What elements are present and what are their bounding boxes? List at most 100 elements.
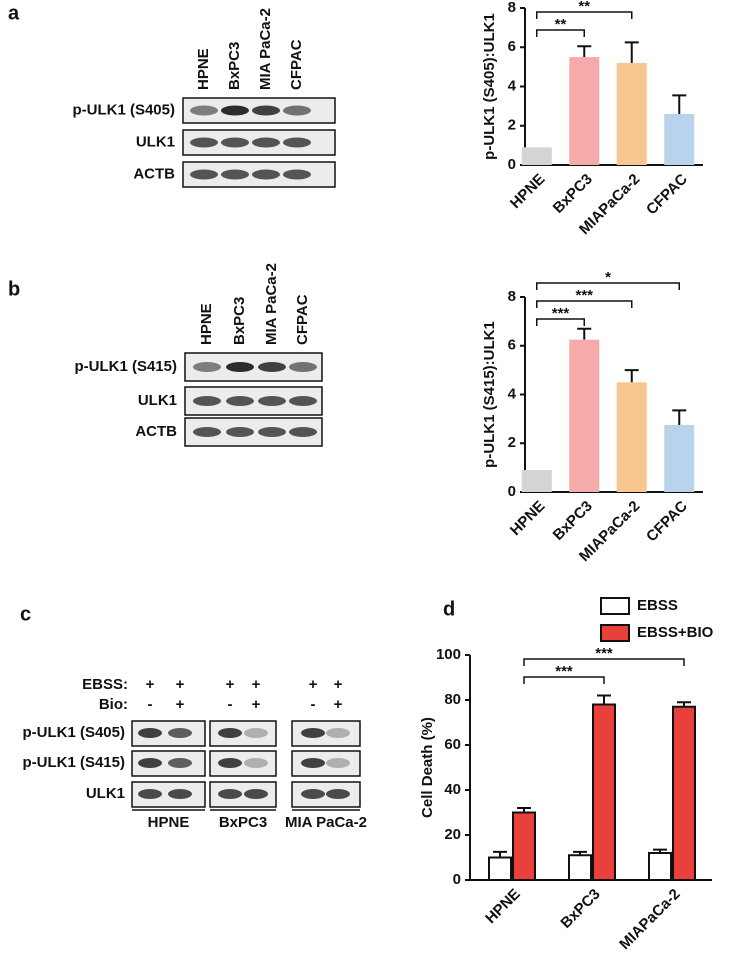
y-tick-label: 60 [444, 736, 461, 753]
y-tick-label: 0 [453, 871, 461, 888]
y-tick-label: 8 [508, 288, 516, 305]
condition-sign: + [176, 676, 185, 693]
condition-label: Bio: [99, 696, 128, 713]
y-tick-label: 6 [508, 337, 516, 354]
group-label: BxPC3 [219, 814, 267, 831]
condition-sign: - [148, 696, 153, 713]
legend-swatch [600, 624, 630, 642]
error-bar [577, 327, 592, 340]
blot-band [138, 728, 162, 738]
significance-label: ** [578, 0, 590, 15]
blot-band [190, 137, 218, 148]
significance-label: *** [595, 645, 613, 662]
blot-band [138, 758, 162, 768]
blot-frame [291, 720, 361, 747]
significance-bracket [536, 300, 633, 308]
blot-band [168, 758, 192, 768]
lane-label: HPNE [198, 303, 215, 345]
bar [569, 57, 600, 165]
blot-band [283, 169, 311, 180]
condition-sign: + [252, 676, 261, 693]
y-axis-label: p-ULK1 (S405):ULK1 [481, 13, 498, 160]
x-tick-label: HPNE [507, 498, 548, 539]
blot-band [283, 105, 311, 116]
row-label: ULK1 [138, 392, 177, 409]
blot-band [218, 728, 242, 738]
blot-band [301, 789, 325, 799]
blot-band [258, 362, 286, 372]
row-label: ULK1 [136, 133, 175, 150]
blot-band [244, 728, 268, 738]
significance-label: *** [552, 305, 570, 322]
bar [592, 703, 616, 881]
blot-band [252, 169, 280, 180]
y-axis-label: p-ULK1 (S415):ULK1 [481, 321, 498, 468]
lane-label: CFPAC [294, 294, 311, 345]
condition-sign: + [226, 676, 235, 693]
blot-band [193, 396, 221, 406]
blot-band [301, 758, 325, 768]
blot-band [190, 169, 218, 180]
blot-band [138, 789, 162, 799]
y-tick-label: 4 [508, 77, 517, 94]
condition-sign: + [146, 676, 155, 693]
y-tick-label: 0 [508, 483, 516, 500]
blot-band [218, 758, 242, 768]
row-label: p-ULK1 (S405) [72, 101, 175, 118]
bar [488, 856, 512, 881]
significance-bracket [536, 318, 585, 326]
bar [616, 62, 647, 166]
panel-label: d [443, 598, 455, 620]
row-label: ACTB [133, 165, 175, 182]
x-tick-label: CFPAC [643, 498, 691, 546]
x-tick-label: MIAPaCa-2 [616, 886, 683, 953]
lane-label: MIA PaCa-2 [257, 8, 274, 90]
x-tick-label: HPNE [507, 171, 548, 212]
significance-label: *** [575, 287, 593, 304]
condition-sign: + [334, 696, 343, 713]
blot-band [193, 427, 221, 437]
blot-band [221, 137, 249, 148]
error-bar [597, 694, 611, 705]
blot-band [289, 396, 317, 406]
significance-bracket [523, 658, 685, 666]
y-axis-label: Cell Death (%) [419, 717, 436, 818]
blot-band [190, 105, 218, 116]
blot-band [244, 789, 268, 799]
blot-band [252, 105, 280, 116]
blot-band [326, 728, 350, 738]
bar [664, 424, 695, 492]
blot-band [226, 427, 254, 437]
x-tick-label: BxPC3 [557, 886, 603, 932]
lane-label: HPNE [195, 48, 212, 90]
significance-label: ** [555, 16, 567, 33]
blot-band [244, 758, 268, 768]
significance-label: *** [555, 663, 573, 680]
row-label: ACTB [135, 423, 177, 440]
blot-band [252, 137, 280, 148]
panel-label: c [20, 603, 31, 625]
row-label: p-ULK1 (S405) [22, 724, 125, 741]
y-tick-label: 20 [444, 826, 461, 843]
blot-band [289, 427, 317, 437]
blot-band [289, 362, 317, 372]
error-bar [624, 41, 639, 63]
legend-label: EBSS+BIO [637, 624, 714, 641]
y-tick-label: 100 [436, 646, 461, 663]
condition-label: EBSS: [82, 676, 128, 693]
legend-label: EBSS [637, 597, 678, 614]
row-label: ULK1 [86, 785, 125, 802]
blot-band [326, 758, 350, 768]
y-tick-label: 6 [508, 38, 516, 55]
panel-label: a [8, 2, 20, 24]
bar [648, 852, 672, 881]
x-tick-label: BxPC3 [550, 498, 596, 544]
lane-label: BxPC3 [226, 42, 243, 90]
blot-band [218, 789, 242, 799]
significance-bracket [536, 29, 585, 37]
x-tick-label: CFPAC [643, 171, 691, 219]
blot-band [168, 728, 192, 738]
error-bar [624, 369, 639, 383]
blot-band [221, 169, 249, 180]
